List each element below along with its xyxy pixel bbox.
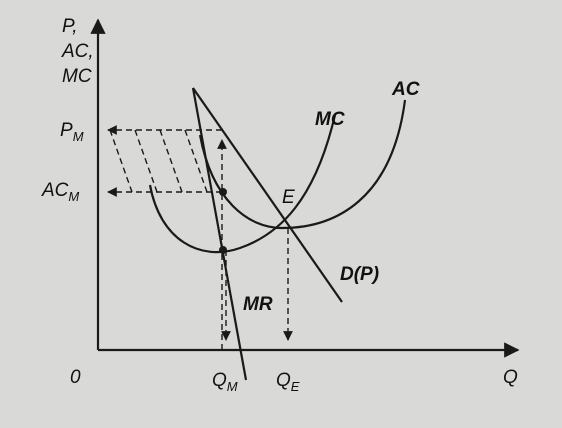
- y-axis-label: MC: [62, 66, 92, 87]
- e-label: E: [282, 187, 295, 208]
- point: [219, 246, 227, 254]
- mr-label: MR: [243, 294, 273, 315]
- y-axis-label: AC,: [61, 41, 94, 62]
- mc-curve: [148, 114, 337, 254]
- demand-curve: [192, 87, 343, 303]
- quantity-label: QM: [212, 370, 238, 394]
- point: [219, 188, 227, 196]
- mc-label: MC: [315, 109, 345, 130]
- mr-curve: [191, 87, 248, 381]
- x-axis-label: Q: [503, 367, 518, 388]
- ac-label: AC: [391, 79, 420, 100]
- ac-curve: [198, 99, 407, 230]
- price-label: PM: [60, 120, 84, 144]
- y-axis-label: P,: [62, 16, 78, 37]
- hatching: [109, 129, 208, 193]
- demand-label: D(P): [340, 264, 379, 285]
- quantity-label: QE: [276, 370, 300, 394]
- price-label: ACM: [41, 180, 79, 204]
- origin: 0: [70, 367, 81, 388]
